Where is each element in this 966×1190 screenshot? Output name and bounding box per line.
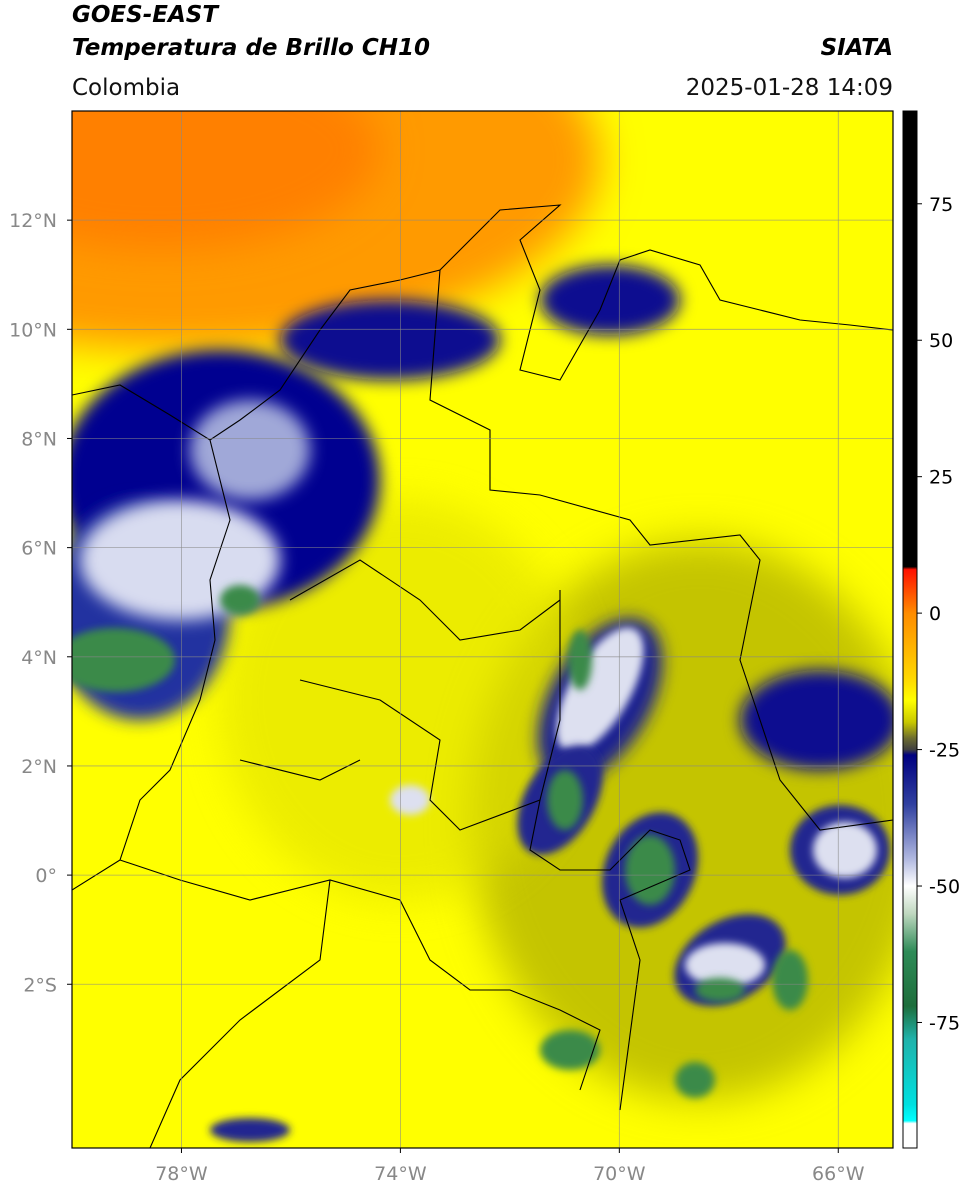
x-tick-label: 74°W: [374, 1163, 427, 1185]
y-tick-label: 0°: [35, 865, 57, 887]
map-imagery: [72, 111, 893, 1148]
y-tick-label: 12°N: [9, 210, 57, 232]
x-tick-label: 66°W: [812, 1163, 865, 1185]
colorbar-tick-label: -75: [929, 1012, 960, 1034]
colorbar-tick-label: 50: [929, 330, 953, 352]
y-tick-label: 2°S: [23, 974, 57, 996]
x-tick-label: 78°W: [155, 1163, 208, 1185]
y-tick-label: 4°N: [21, 647, 57, 669]
colorbar-tick-label: 0: [929, 603, 941, 625]
y-tick-label: 10°N: [9, 319, 57, 341]
colorbar-tick-label: -50: [929, 876, 960, 898]
y-tick-label: 8°N: [21, 428, 57, 450]
colorbar-tick-label: 75: [929, 194, 953, 216]
title: GOES-EAST: [72, 2, 220, 28]
datetime: 2025-01-28 14:09: [686, 75, 893, 101]
map-frame: [71, 110, 894, 1149]
y-tick-label: 2°N: [21, 756, 57, 778]
colorbar-tick-label: 25: [929, 467, 953, 489]
subtitle: Temperatura de Brillo CH10: [72, 35, 430, 61]
colorbar: [902, 110, 918, 1149]
source: SIATA: [821, 35, 893, 61]
grid-layer: [72, 111, 893, 1148]
colorbar-tick-label: -25: [929, 740, 960, 762]
y-tick-label: 6°N: [21, 538, 57, 560]
region: Colombia: [72, 75, 180, 101]
x-tick-label: 70°W: [593, 1163, 646, 1185]
